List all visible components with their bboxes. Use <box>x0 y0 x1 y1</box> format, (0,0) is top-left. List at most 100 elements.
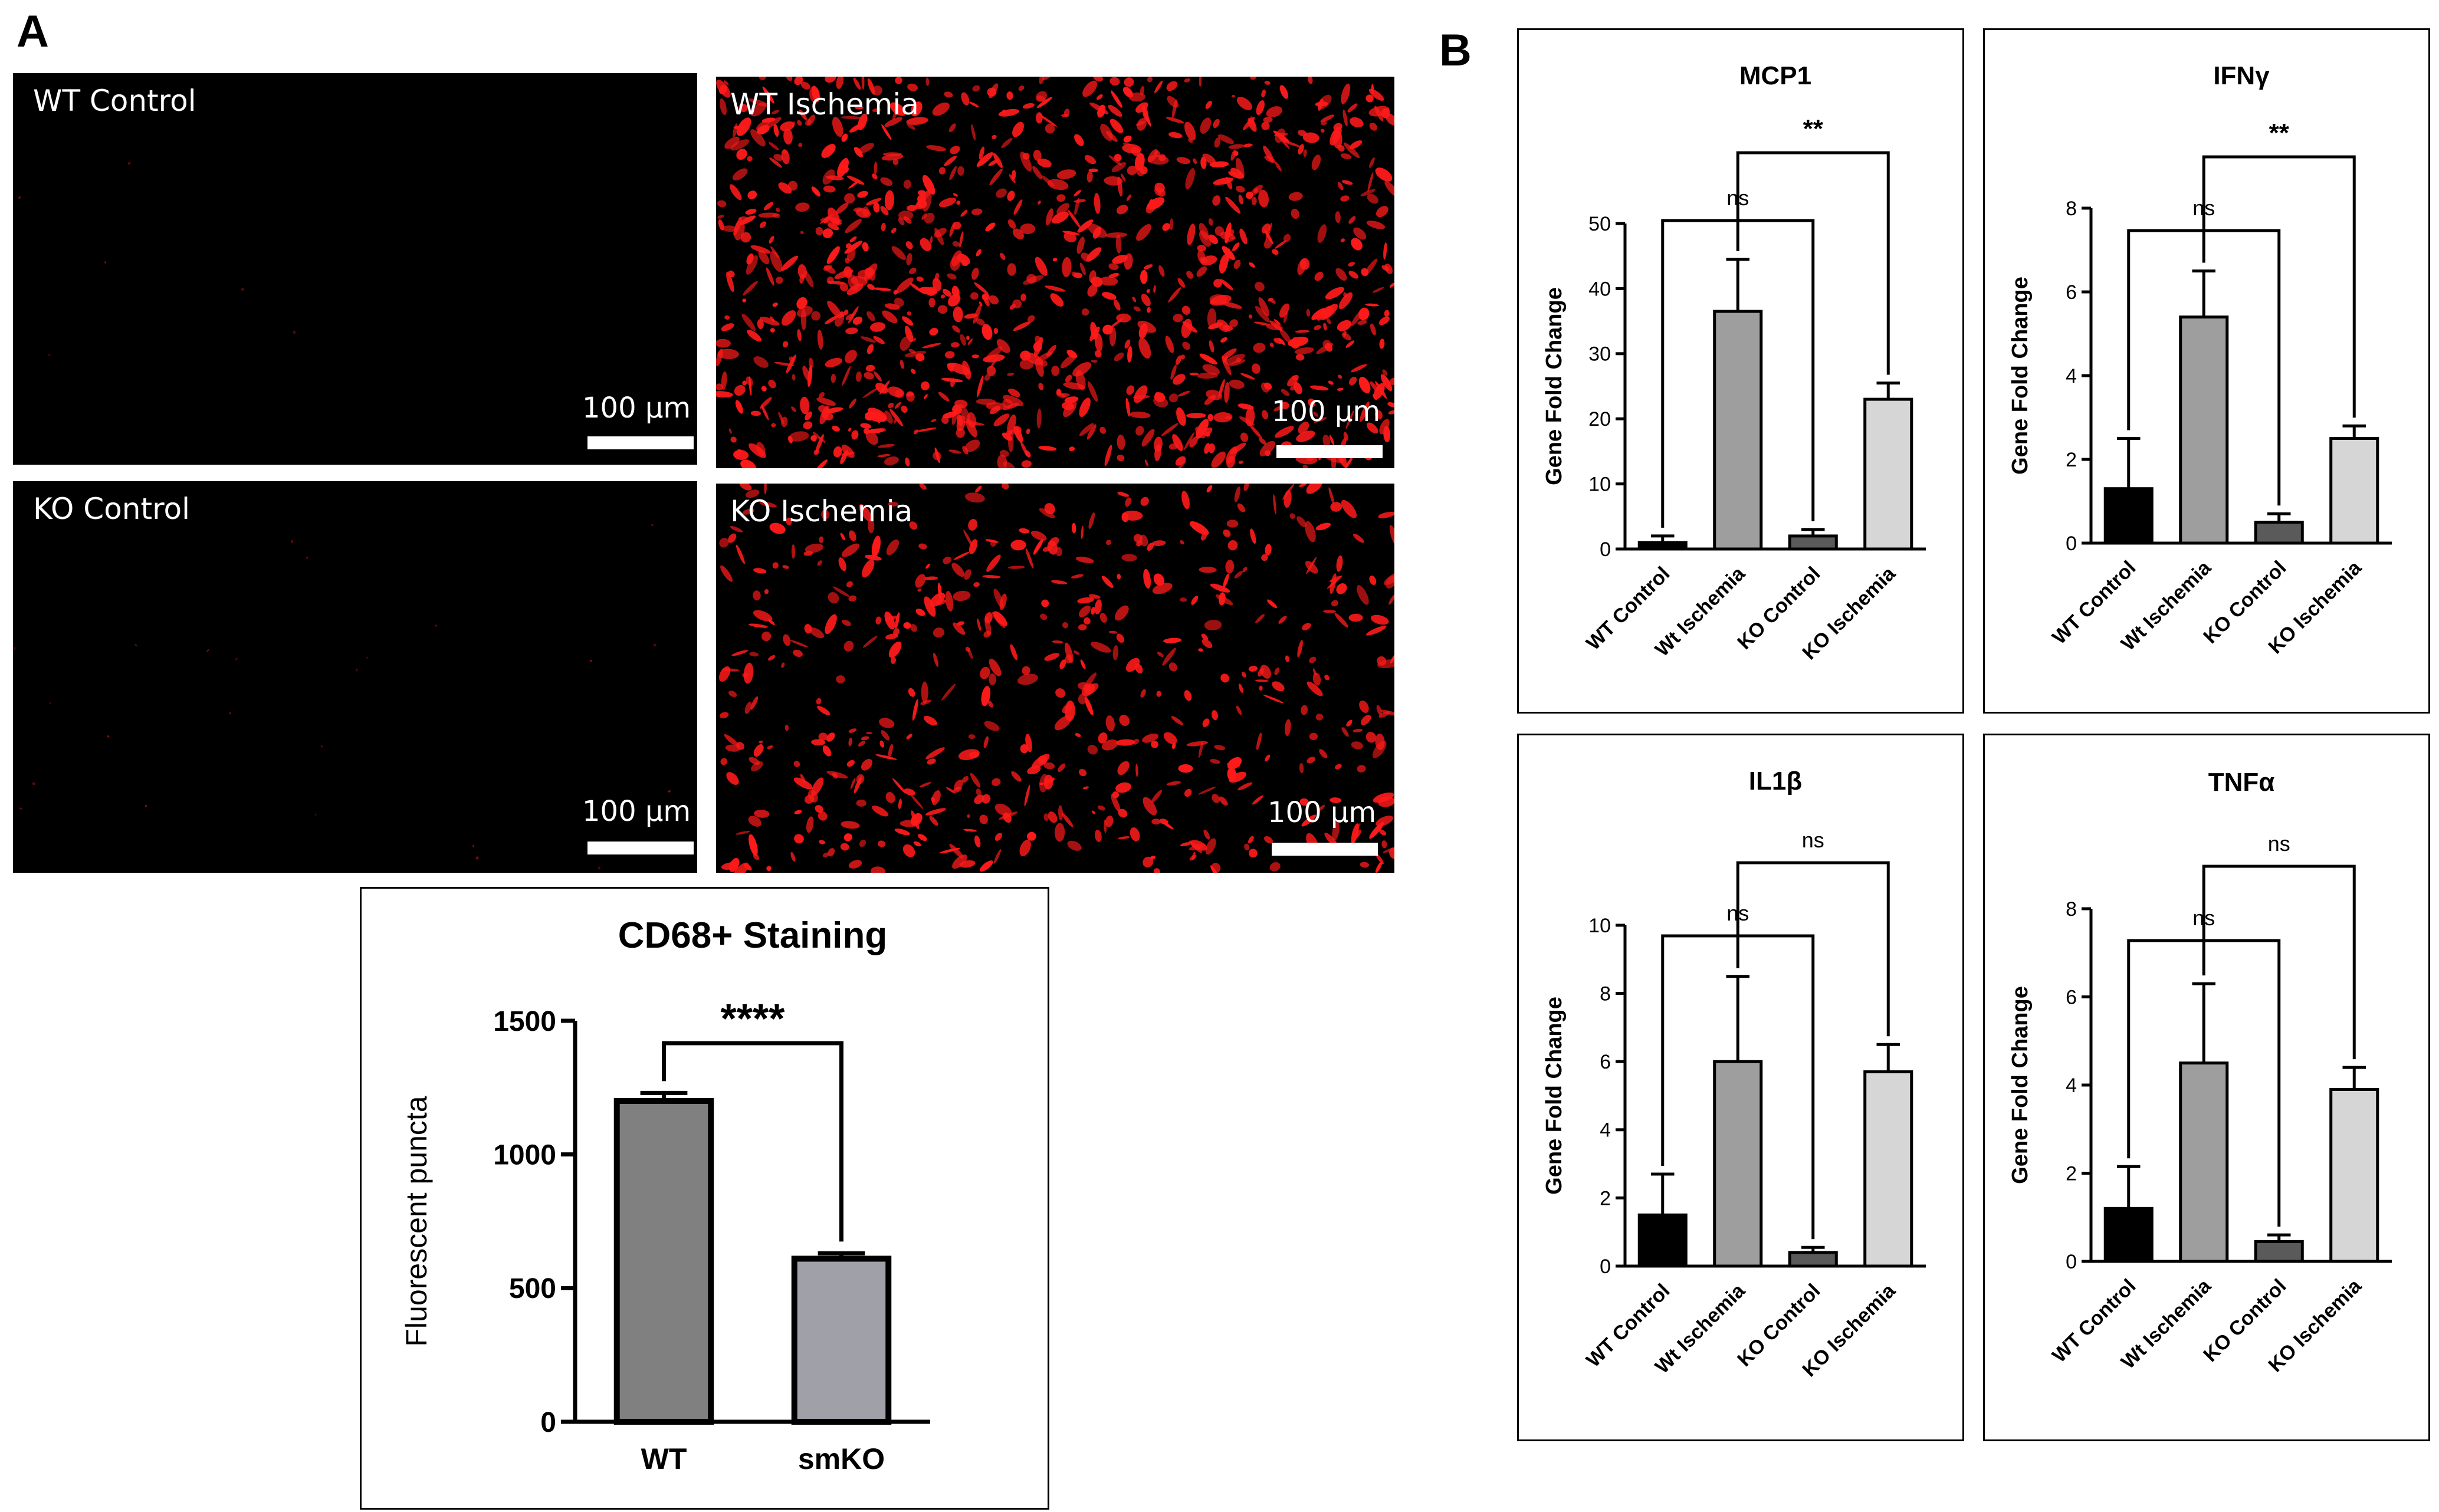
stain-punctum <box>869 322 886 332</box>
stain-punctum <box>1351 364 1367 373</box>
stain-punctum <box>1274 667 1280 675</box>
stain-punctum <box>898 798 902 810</box>
stain-punctum <box>1135 102 1148 113</box>
cd68-chart: CD68+ Staining 0 500 1000 1500 Fluorescent pu… <box>400 915 930 1475</box>
stain-punctum <box>894 297 904 307</box>
stain-punctum <box>940 294 946 299</box>
stain-punctum <box>291 540 293 543</box>
stain-punctum <box>749 834 758 856</box>
stain-punctum <box>848 428 852 432</box>
stain-punctum <box>957 621 965 626</box>
stain-punctum <box>721 862 738 870</box>
micrograph-stain <box>716 77 1394 468</box>
stain-punctum <box>880 177 893 186</box>
stain-punctum <box>816 698 822 705</box>
stain-punctum <box>1082 80 1098 97</box>
scale-bar-label: 100 µm <box>582 795 691 828</box>
stain-punctum <box>1320 121 1327 126</box>
stain-punctum <box>1136 223 1151 241</box>
stain-punctum <box>905 241 913 249</box>
stain-punctum <box>1223 573 1229 588</box>
stain-punctum <box>1348 262 1355 267</box>
stain-punctum <box>844 258 850 264</box>
stain-punctum <box>937 305 948 314</box>
stain-punctum <box>1074 199 1086 203</box>
stain-punctum <box>866 344 874 354</box>
stain-punctum <box>1279 303 1289 318</box>
stain-punctum <box>868 517 875 534</box>
stain-punctum <box>931 790 941 806</box>
stain-punctum <box>1086 247 1102 262</box>
stain-punctum <box>811 311 821 321</box>
stain-punctum <box>1263 145 1274 163</box>
stain-punctum <box>1230 149 1236 161</box>
stain-punctum <box>944 351 955 359</box>
stain-punctum <box>1063 232 1076 242</box>
stain-punctum <box>770 316 774 323</box>
stain-punctum <box>1089 270 1097 283</box>
stain-punctum <box>1349 140 1363 149</box>
stain-punctum <box>1077 597 1095 604</box>
stain-punctum <box>1302 623 1311 631</box>
stain-punctum <box>1259 438 1266 445</box>
stain-punctum <box>807 790 818 803</box>
stain-punctum <box>1022 275 1044 285</box>
stain-punctum <box>1243 143 1253 147</box>
stain-punctum <box>1242 567 1248 573</box>
panel-label-a: A <box>17 6 49 57</box>
stain-punctum <box>871 535 881 558</box>
stain-punctum <box>717 200 727 208</box>
stain-punctum <box>933 627 945 638</box>
stain-punctum <box>795 202 810 212</box>
stain-punctum <box>1154 80 1163 94</box>
stain-punctum <box>789 356 795 361</box>
stain-punctum <box>1315 714 1324 721</box>
stain-punctum <box>1056 169 1076 179</box>
stain-punctum <box>1039 508 1055 518</box>
stain-punctum <box>1124 77 1134 87</box>
stain-punctum <box>885 633 898 640</box>
stain-punctum <box>1228 171 1242 179</box>
stain-punctum <box>1073 650 1080 655</box>
stain-punctum <box>733 862 749 873</box>
stain-punctum <box>1373 383 1385 400</box>
stain-punctum <box>1191 596 1199 605</box>
significance-label: ns <box>2268 831 2290 856</box>
stain-punctum <box>1360 401 1370 422</box>
stain-punctum <box>919 484 927 490</box>
stain-punctum <box>1068 209 1081 228</box>
stain-punctum <box>1351 823 1359 844</box>
stain-punctum <box>1168 662 1178 672</box>
stain-punctum <box>1213 412 1233 423</box>
y-tick-label: 6 <box>1600 1051 1611 1073</box>
stain-punctum <box>822 228 833 238</box>
stain-punctum <box>1298 422 1309 434</box>
stain-punctum <box>825 357 842 367</box>
significance-label: **** <box>721 995 786 1041</box>
chart-title: TNFα <box>2208 768 2275 797</box>
stain-punctum <box>1340 153 1352 159</box>
mcp1-chart-box: MCP1 0 10 20 30 40 50 Gene Fold Change WT Contro… <box>1517 28 1964 714</box>
stain-punctum <box>1353 227 1367 240</box>
stain-punctum <box>1075 733 1081 737</box>
stain-punctum <box>862 242 869 252</box>
stain-punctum <box>1124 339 1131 349</box>
stain-punctum <box>981 794 991 804</box>
stain-punctum <box>1342 109 1348 127</box>
stain-punctum <box>1086 170 1093 183</box>
stain-punctum <box>778 182 792 194</box>
stain-punctum <box>1140 497 1149 506</box>
stain-punctum <box>811 186 821 197</box>
y-axis-label: Gene Fold Change <box>1542 997 1567 1195</box>
stain-punctum <box>891 228 897 234</box>
stain-punctum <box>888 744 893 757</box>
stain-punctum <box>1122 143 1131 146</box>
stain-punctum <box>749 376 752 396</box>
stain-punctum <box>1050 293 1064 307</box>
stain-punctum <box>753 744 764 757</box>
stain-punctum <box>1337 387 1344 391</box>
stain-punctum <box>770 328 775 333</box>
stain-punctum <box>1237 503 1246 512</box>
micrograph-label: WT Ischemia <box>730 87 919 121</box>
stain-punctum <box>861 758 873 771</box>
